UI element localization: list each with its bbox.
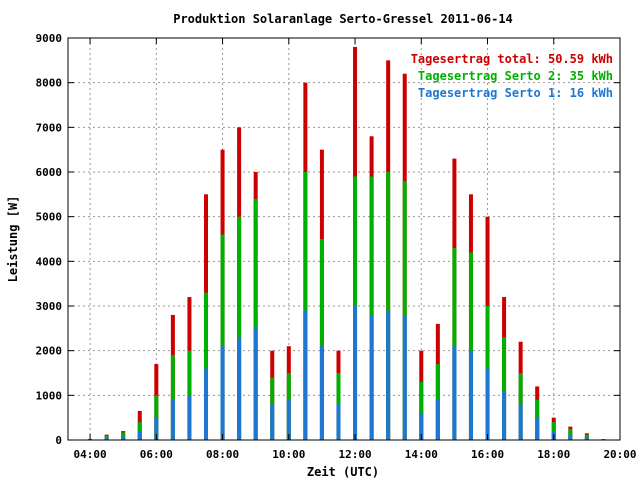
legend: Tagesertrag total: 50.59 kWh Tagesertrag … (411, 52, 613, 100)
x-tick-label: 16:00 (471, 448, 504, 461)
bar-series-3 (171, 400, 175, 440)
bar-series-3 (568, 435, 572, 440)
bar-series-3 (353, 306, 357, 440)
bar-series-3 (187, 395, 191, 440)
bar-series-3 (237, 337, 241, 440)
bar-series-3 (486, 369, 490, 440)
x-tick-label: 12:00 (338, 448, 371, 461)
legend-entry-1: Tagesertrag total: 50.59 kWh (411, 52, 613, 66)
bar-series-3 (138, 431, 142, 440)
y-tick-label: 2000 (36, 345, 63, 358)
y-tick-label: 8000 (36, 77, 63, 90)
bar-series-3 (303, 310, 307, 440)
legend-entry-3: Tagesertrag Serto 1: 16 kWh (418, 86, 613, 100)
x-tick-label: 10:00 (272, 448, 305, 461)
x-tick-label: 14:00 (405, 448, 438, 461)
x-tick-label: 08:00 (206, 448, 239, 461)
bars-layer (88, 47, 605, 440)
y-tick-label: 3000 (36, 300, 63, 313)
bar-series-3 (535, 418, 539, 440)
y-tick-label: 0 (55, 434, 62, 447)
bar-series-3 (502, 391, 506, 440)
bar-series-3 (403, 315, 407, 440)
bar-series-3 (121, 436, 125, 440)
bar-series-3 (221, 346, 225, 440)
y-tick-label: 6000 (36, 166, 63, 179)
x-tick-label: 06:00 (140, 448, 173, 461)
bar-series-3 (320, 346, 324, 440)
y-axis-label: Leistung [W] (6, 196, 20, 283)
bar-series-3 (287, 400, 291, 440)
bar-series-3 (254, 328, 258, 440)
bar-series-3 (370, 315, 374, 440)
bar-series-3 (519, 404, 523, 440)
x-tick-label: 20:00 (603, 448, 636, 461)
bar-series-3 (386, 310, 390, 440)
bar-series-3 (469, 351, 473, 440)
y-tick-label: 5000 (36, 211, 63, 224)
y-tick-label: 1000 (36, 389, 63, 402)
x-axis-label: Zeit (UTC) (307, 465, 379, 479)
bar-series-3 (452, 346, 456, 440)
bar-series-3 (336, 404, 340, 440)
x-tick-label: 04:00 (74, 448, 107, 461)
bar-series-3 (204, 369, 208, 440)
y-tick-label: 7000 (36, 121, 63, 134)
y-tick-label: 9000 (36, 32, 63, 45)
y-tick-label: 4000 (36, 255, 63, 268)
legend-entry-2: Tagesertrag Serto 2: 35 kWh (418, 69, 613, 83)
bar-series-3 (436, 400, 440, 440)
x-tick-label: 18:00 (537, 448, 570, 461)
chart-title: Produktion Solaranlage Serto-Gressel 201… (173, 12, 513, 26)
bar-series-3 (270, 404, 274, 440)
